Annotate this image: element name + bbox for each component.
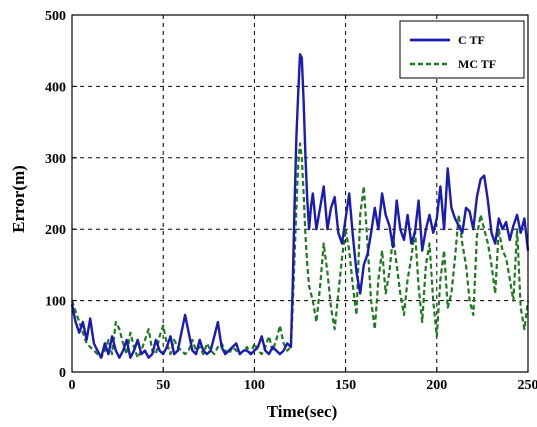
x-tick-label: 100 [244, 378, 265, 393]
y-tick-label: 100 [45, 295, 66, 310]
y-tick-label: 0 [59, 366, 66, 381]
x-axis-label: Time(sec) [267, 402, 338, 421]
y-tick-label: 500 [45, 9, 66, 24]
x-tick-label: 50 [156, 378, 170, 393]
y-axis-label: Error(m) [9, 165, 28, 233]
legend-label-ctf: C TF [458, 33, 485, 47]
y-tick-label: 200 [45, 223, 66, 238]
plot-frame [71, 14, 529, 373]
x-tick-label: 250 [518, 378, 537, 393]
x-tick-label: 0 [69, 378, 76, 393]
series-line-mc-tf [70, 142, 530, 359]
series-layer [70, 53, 530, 359]
y-tick-label: 300 [45, 152, 66, 167]
axis-ticks: 0 50 100 150 200 250 0 100 200 300 400 500 [45, 9, 537, 393]
legend-box [399, 20, 525, 79]
series-line-c-tf [70, 53, 530, 359]
x-tick-label: 200 [426, 378, 447, 393]
legend: C TF MC TF [399, 20, 525, 79]
y-tick-label: 400 [45, 80, 66, 95]
x-tick-label: 150 [335, 378, 356, 393]
legend-label-mctf: MC TF [458, 57, 496, 71]
